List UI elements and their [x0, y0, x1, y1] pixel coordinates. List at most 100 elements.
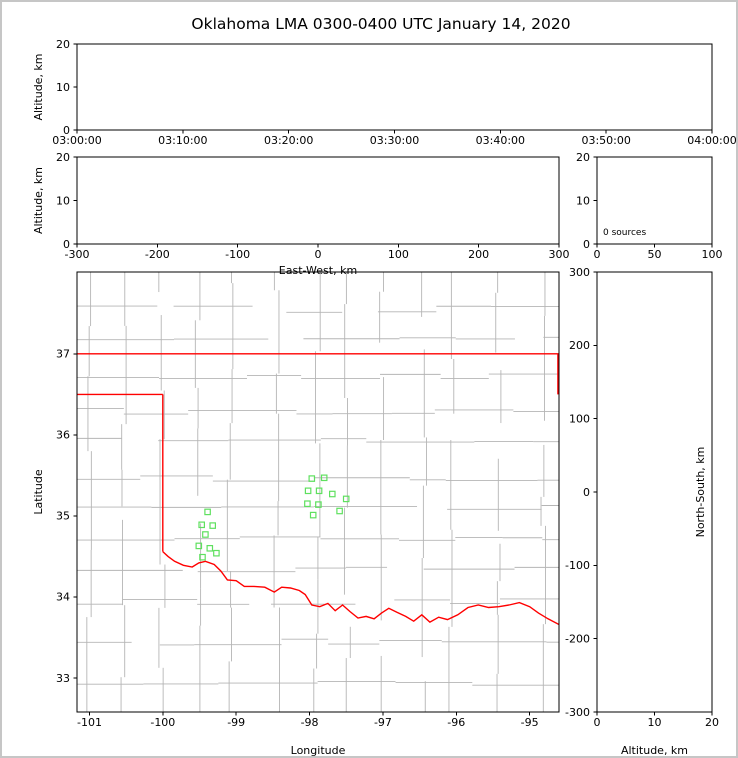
x-tick-label: 50	[648, 248, 662, 261]
x-axis-label: Altitude, km	[621, 744, 688, 756]
altitude-vs-time-panel: 03:00:00 03:10:00 03:20:00 03:30:00 03:40:00…	[32, 38, 736, 147]
y-tick-label: 0	[583, 238, 590, 251]
lma-station-marker	[304, 487, 312, 495]
x-tick-label: 03:10:00	[158, 134, 207, 147]
map-content	[77, 272, 559, 712]
y-tick-label: -100	[565, 559, 590, 572]
x-tick-label: -99	[227, 716, 245, 729]
x-tick-label: -200	[145, 248, 170, 261]
y-tick-label: 33	[56, 672, 70, 685]
y-axis-label: Altitude, km	[32, 167, 45, 234]
y-tick-label: 0	[583, 486, 590, 499]
y-tick-label: 10	[56, 194, 70, 207]
x-tick-label: 300	[549, 248, 570, 261]
y-tick-label: -300	[565, 706, 590, 719]
x-tick-label: -100	[225, 248, 250, 261]
lma-station-marker	[336, 507, 343, 515]
lma-stations	[195, 474, 350, 561]
lma-station-marker	[320, 474, 328, 482]
tick-marks	[593, 156, 713, 248]
x-tick-label: 100	[388, 248, 409, 261]
y-tick-label: 0	[63, 238, 70, 251]
x-tick-label: -98	[301, 716, 319, 729]
y-axis-label: Altitude, km	[32, 53, 45, 120]
y-tick-label: 20	[56, 38, 70, 51]
lma-station-marker	[308, 475, 316, 482]
lma-station-marker	[213, 549, 220, 557]
axes-frame	[76, 271, 560, 713]
state-border	[77, 353, 559, 626]
altitude-vs-east-west-panel: -300 -200 -100 0 100 200 300 0 10 20 East-West, km…	[32, 151, 570, 277]
x-tick-label: 0	[315, 248, 322, 261]
axes-frame	[76, 43, 713, 131]
tick-labels: 03:00:00 03:10:00 03:20:00 03:30:00 03:40:00…	[52, 38, 736, 147]
x-tick-label: -95	[521, 716, 539, 729]
lma-station-marker	[315, 501, 322, 508]
y-tick-label: 37	[56, 348, 70, 361]
x-tick-label: -300	[65, 248, 90, 261]
plan-view-map-panel: -101 -100 -99 -98 -97 -96 -95 33 34 35 36 37 Longitu…	[32, 271, 560, 756]
x-tick-label: 100	[702, 248, 723, 261]
lma-station-marker	[209, 522, 217, 529]
x-tick-label: -101	[77, 716, 102, 729]
red-river-border	[162, 551, 559, 626]
x-tick-label: 04:00:00	[687, 134, 736, 147]
lma-station-marker	[202, 531, 209, 538]
lma-station-marker	[329, 490, 336, 498]
tick-labels: 0 50 100 0 10 20	[576, 151, 723, 261]
x-axis-label: East-West, km	[279, 264, 357, 277]
tick-labels: 0 10 20 300 200 100 0 -100 -200 -300	[565, 266, 719, 729]
y-tick-label: 34	[56, 591, 70, 604]
x-axis-label: Longitude	[291, 744, 346, 756]
x-tick-label: 0	[594, 716, 601, 729]
lma-station-marker	[204, 508, 211, 516]
y-tick-label: 100	[569, 412, 590, 425]
tick-labels: -300 -200 -100 0 100 200 300 0 10 20	[56, 151, 570, 261]
lma-station-marker	[198, 521, 206, 529]
y-tick-label: 0	[63, 124, 70, 137]
altitude-vs-north-south-panel: 0 10 20 300 200 100 0 -100 -200 -300 Altitude, km N…	[565, 266, 719, 756]
y-tick-label: 200	[569, 339, 590, 352]
tick-marks	[73, 353, 531, 716]
tick-marks	[73, 43, 713, 134]
tick-labels: -101 -100 -99 -98 -97 -96 -95 33 34 35 36 37	[56, 348, 539, 729]
lma-station-marker	[304, 500, 311, 508]
source-count-annotation: 0 sources	[603, 228, 646, 238]
y-tick-label: 20	[56, 151, 70, 164]
y-tick-label: 300	[569, 266, 590, 279]
x-tick-label: 03:50:00	[581, 134, 630, 147]
lma-station-marker	[342, 495, 350, 503]
tick-marks	[73, 156, 560, 248]
chart-title: Oklahoma LMA 0300-0400 UTC January 14, 2…	[191, 15, 570, 33]
lma-station-marker	[206, 544, 214, 552]
altitude-source-histogram-panel: 0 50 100 0 10 20 0 sources	[576, 151, 723, 261]
x-tick-label: 03:30:00	[370, 134, 419, 147]
plot-panels: 03:00:00 03:10:00 03:20:00 03:30:00 03:40:00…	[32, 38, 736, 756]
y-tick-label: 20	[576, 151, 590, 164]
y-tick-label: 36	[56, 429, 70, 442]
x-tick-label: 10	[648, 716, 662, 729]
x-tick-label: -100	[150, 716, 175, 729]
y-tick-label: 10	[56, 81, 70, 94]
tick-marks	[593, 271, 713, 716]
county-lines	[77, 272, 559, 712]
x-tick-label: 200	[468, 248, 489, 261]
x-tick-label: 03:20:00	[264, 134, 313, 147]
lma-station-marker	[309, 511, 317, 519]
x-tick-label: 0	[594, 248, 601, 261]
x-tick-label: 03:40:00	[476, 134, 525, 147]
y-tick-label: 10	[576, 194, 590, 207]
lma-station-marker	[195, 542, 203, 550]
y-axis-label: Latitude	[32, 469, 45, 515]
x-tick-label: -97	[374, 716, 392, 729]
axes-frame	[76, 156, 560, 245]
lma-station-marker	[199, 553, 206, 561]
x-tick-label: 20	[705, 716, 719, 729]
y-tick-label: 35	[56, 510, 70, 523]
x-tick-label: 03:00:00	[52, 134, 101, 147]
x-tick-label: -96	[447, 716, 465, 729]
y-tick-label: -200	[565, 632, 590, 645]
lma-station-marker	[315, 487, 323, 495]
